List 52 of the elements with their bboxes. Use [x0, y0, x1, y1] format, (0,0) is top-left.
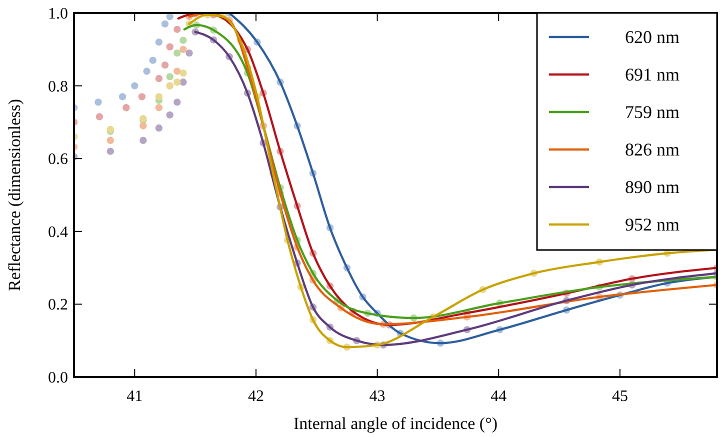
x-tick-label: 45 — [612, 388, 628, 405]
point — [106, 148, 114, 155]
point — [174, 68, 181, 75]
x-tick-label: 44 — [490, 388, 507, 405]
point — [96, 113, 104, 120]
point — [118, 93, 126, 100]
point — [106, 136, 114, 144]
point — [161, 61, 169, 69]
point — [155, 93, 163, 100]
point — [174, 78, 181, 86]
point — [161, 20, 169, 28]
point — [186, 49, 193, 57]
point — [180, 69, 187, 77]
point — [180, 36, 187, 44]
point — [122, 104, 130, 112]
legend-label: 890 nm — [625, 177, 680, 197]
y-tick-label: 0.0 — [48, 370, 68, 386]
point — [174, 26, 181, 33]
point — [180, 78, 187, 86]
y-tick-label: 1.0 — [48, 6, 68, 22]
x-axis-title: Internal angle of incidence (°) — [293, 414, 498, 433]
x-tick-label: 43 — [369, 388, 386, 405]
point — [155, 124, 163, 132]
point — [174, 49, 181, 57]
point — [94, 98, 102, 106]
point — [166, 111, 174, 119]
point — [166, 73, 174, 80]
x-tick-label: 41 — [126, 388, 143, 405]
point — [140, 122, 147, 130]
y-tick-label: 0.8 — [48, 78, 68, 96]
y-tick-label: 0.4 — [48, 224, 68, 241]
point — [155, 74, 163, 82]
legend-label: 826 nm — [625, 140, 680, 160]
legend-label: 691 nm — [625, 64, 680, 84]
point — [155, 104, 163, 112]
point — [131, 82, 138, 90]
legend-label: 620 nm — [625, 27, 680, 47]
point — [166, 13, 174, 20]
y-axis-title: Reflectance (dimensionless) — [5, 98, 24, 292]
point — [180, 46, 187, 53]
point — [140, 136, 147, 144]
point — [149, 56, 156, 64]
y-tick-label: 0.2 — [48, 296, 68, 314]
legend-label: 952 nm — [625, 214, 680, 234]
x-tick-label: 42 — [248, 388, 264, 405]
legend-label: 759 nm — [625, 102, 680, 122]
point — [174, 98, 181, 106]
point — [155, 38, 163, 46]
point — [166, 43, 174, 50]
point — [143, 68, 150, 75]
point — [138, 93, 146, 100]
y-tick-label: 0.6 — [48, 151, 68, 168]
